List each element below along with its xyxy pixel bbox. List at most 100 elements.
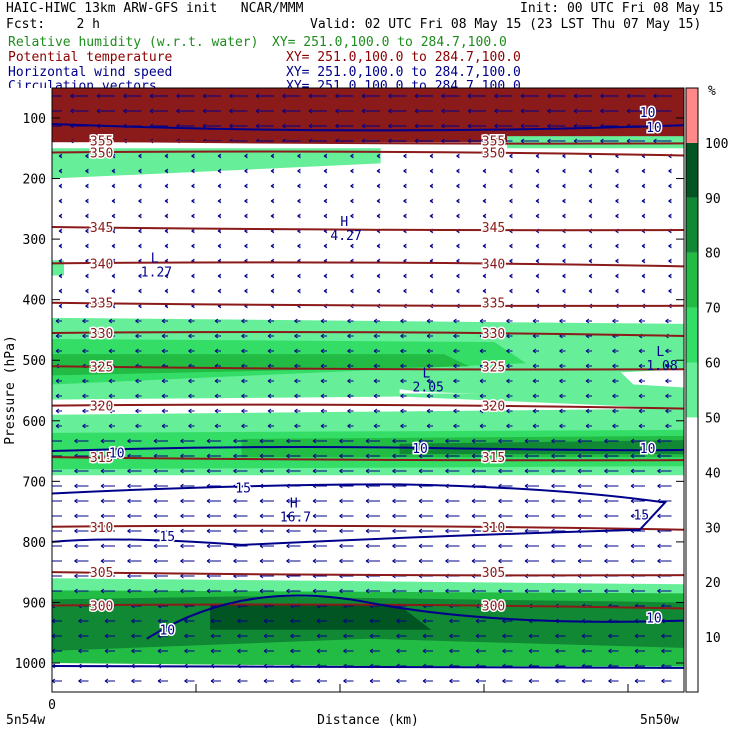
wind-vector-head (263, 678, 268, 684)
wind-vector-head (153, 513, 158, 519)
wind-vector-head (217, 243, 222, 249)
wind-vector-head (400, 318, 404, 324)
wind-vector-head (157, 648, 162, 654)
wind-vector-head (78, 678, 82, 684)
wind-vector-head (294, 423, 298, 429)
wind-vector-head (551, 558, 555, 564)
wind-vector-head (429, 213, 434, 219)
wind-vector-head (74, 498, 78, 504)
wind-vector-head (456, 153, 460, 159)
wind-vector-head (214, 378, 219, 384)
wind-vector-head (422, 678, 427, 684)
wind-vector-head (339, 438, 343, 444)
extremum-mark: H (340, 215, 348, 230)
wind-vector-head (441, 123, 445, 129)
wind-vector-head (339, 513, 343, 519)
wind-vector-head (270, 243, 275, 249)
wind-vector-head (445, 543, 449, 549)
wind-vector-head (453, 423, 457, 429)
wind-vector-head (164, 213, 169, 219)
wind-vector-head (184, 618, 188, 624)
wind-vector-head (191, 153, 195, 159)
wind-vector-head (653, 93, 657, 99)
wind-vector-head (217, 153, 222, 159)
wind-vector-head (339, 528, 343, 534)
wind-vector-head (369, 648, 374, 654)
wind-vector-head (74, 573, 78, 579)
wind-vector-head (206, 453, 211, 459)
wind-vector-head (615, 183, 619, 189)
extremum-value: 16.7 (280, 511, 311, 526)
theta-contour-label: 310 (482, 521, 505, 536)
wind-vector-head (641, 258, 646, 264)
theta-contour (52, 603, 684, 610)
wind-vector-head (665, 363, 669, 369)
wind-vector-head (494, 123, 498, 129)
wind-vector-head (191, 243, 195, 249)
wind-vector-head (365, 438, 370, 444)
wind-vector-head (403, 273, 407, 279)
wind-vector-head (294, 348, 298, 354)
wind-vector-head (323, 168, 328, 174)
wind-vector-head (524, 558, 529, 564)
wind-vector-head (343, 618, 347, 624)
wind-vector-head (577, 513, 582, 519)
wind-vector-head (48, 544, 51, 548)
wind-vector-head (153, 543, 158, 549)
wind-vector-head (403, 288, 407, 294)
wind-vector-head (74, 468, 78, 474)
wind-vector-head (297, 273, 301, 279)
wind-vector-head (588, 198, 593, 204)
wind-vector-head (482, 168, 487, 174)
wind-vector-head (482, 153, 487, 159)
wind-vector-head (191, 288, 195, 294)
wind-vector-head (661, 678, 665, 684)
wind-vector-head (131, 648, 135, 654)
wind-vector-head (55, 423, 60, 429)
colorbar-tick-label: 70 (705, 302, 721, 317)
wind-vector-head (638, 408, 643, 414)
wind-vector-head (267, 423, 272, 429)
wind-vector-head (161, 408, 166, 414)
wind-vector-head (426, 333, 431, 339)
wind-vector-head (85, 273, 89, 279)
theta-contour-label: 355 (482, 134, 505, 149)
wind-vector-head (244, 273, 248, 279)
wind-vector-head (312, 528, 317, 534)
wind-vector-head (237, 633, 241, 639)
wind-vector-head (482, 288, 487, 294)
wind-vector-head (335, 93, 339, 99)
colorbar-segment (686, 362, 698, 418)
y-axis-title: Pressure (hPa) (3, 335, 18, 445)
wind-vector-head (551, 543, 555, 549)
wind-vector-head (286, 498, 290, 504)
wind-vector-head (241, 393, 245, 399)
wind-vector-head (403, 168, 407, 174)
wind-vector-head (532, 363, 537, 369)
wind-vector-head (494, 108, 498, 114)
wind-vector-head (259, 528, 264, 534)
wind-vector-head (612, 363, 616, 369)
wind-vector-head (111, 213, 116, 219)
wind-vector-head (604, 588, 608, 594)
wind-vector-head (350, 288, 354, 294)
wind-vector-head (661, 648, 665, 654)
wind-vector-head (456, 183, 460, 189)
wind-vector-head (562, 168, 566, 174)
wind-vector-head (524, 543, 529, 549)
wind-vector-head (369, 633, 374, 639)
wind-vector-head (498, 543, 502, 549)
y-tick-label: 1000 (15, 657, 46, 672)
wind-vector-head (297, 288, 301, 294)
wind-vector-head (270, 168, 275, 174)
wind-vector-head (58, 153, 63, 159)
wind-vector-head (365, 498, 370, 504)
wind-vector-head (388, 123, 392, 129)
wind-vector-head (82, 348, 86, 354)
wind-vector-head (206, 513, 211, 519)
theta-contour (52, 571, 684, 577)
wind-vector-head (164, 198, 169, 204)
wind-vector-head (127, 468, 131, 474)
wind-vector-head (615, 288, 619, 294)
wind-vector-head (449, 618, 453, 624)
